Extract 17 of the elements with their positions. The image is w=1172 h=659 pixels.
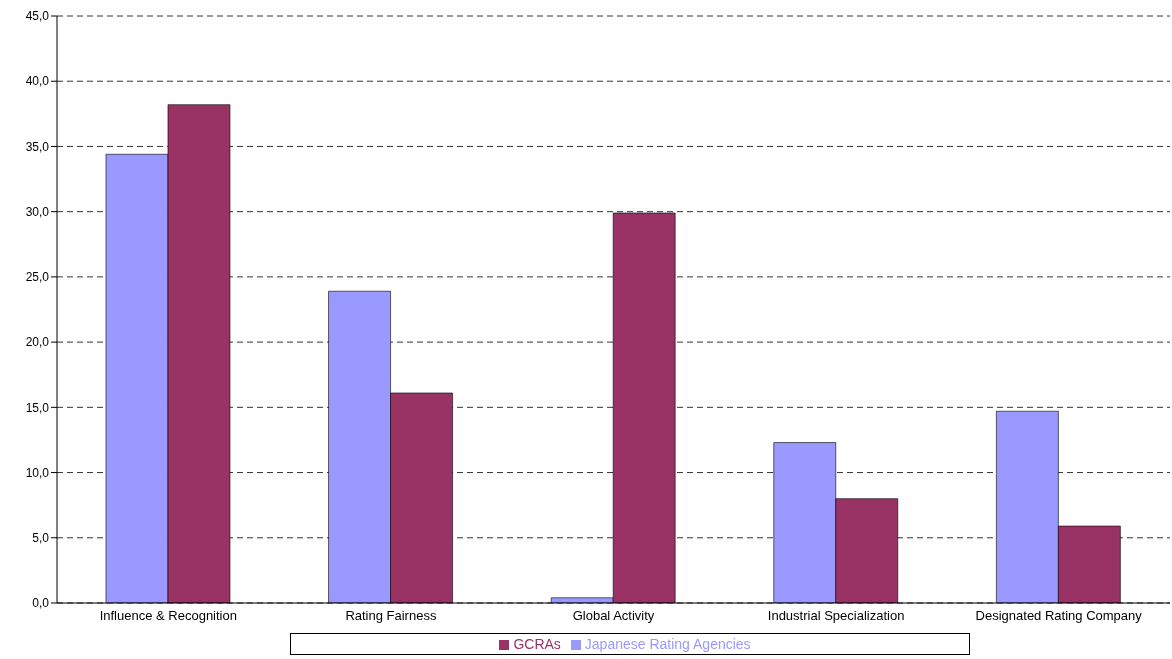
legend-label: GCRAs	[513, 636, 561, 652]
x-tick-label: Global Activity	[572, 608, 655, 624]
y-tick-label: 45,0	[25, 9, 50, 24]
x-tick-label: Rating Fairness	[345, 608, 437, 624]
x-tick-label: Influence & Recognition	[99, 608, 237, 624]
y-tick-label: 15,0	[25, 400, 50, 415]
x-tick-label: Designated Rating Company	[975, 608, 1143, 624]
y-tick-label: 40,0	[25, 74, 50, 89]
y-tick-label: 30,0	[25, 204, 50, 219]
y-tick-label: 25,0	[25, 270, 50, 285]
x-tick-label: Industrial Specialization	[767, 608, 905, 624]
y-tick-label: 35,0	[25, 139, 50, 154]
y-tick-label: 10,0	[25, 465, 50, 480]
y-tick-label: 0,0	[32, 596, 50, 611]
y-tick-label: 20,0	[25, 335, 50, 350]
y-tick-label: 5,0	[32, 531, 50, 546]
legend-label: Japanese Rating Agencies	[584, 636, 751, 652]
